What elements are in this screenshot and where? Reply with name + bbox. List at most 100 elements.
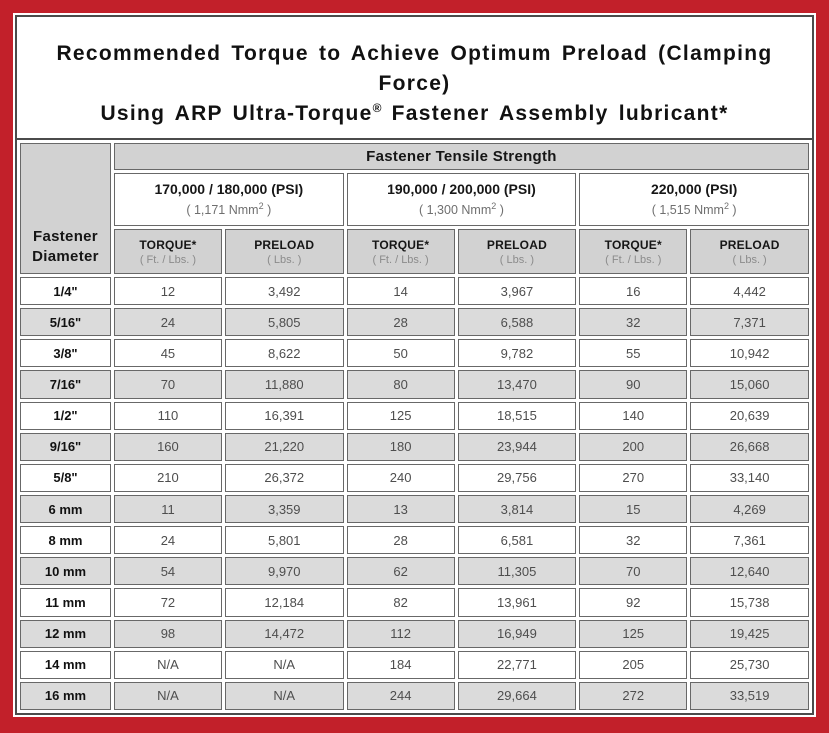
psi-value: 170,000 / 180,000 (PSI): [154, 181, 304, 198]
table-row: 16 mm N/A N/A 244 29,664 272 33,519: [20, 681, 809, 710]
nmm-value: ( 1,515 Nmm2 ): [651, 201, 737, 218]
diameter-cell: 11 mm: [20, 588, 111, 617]
tensile-header-row: Fastener Diameter Fastener Tensile Stren…: [20, 143, 809, 274]
preload-value-cell: 8,622: [224, 339, 344, 368]
table-row: 11 mm 72 12,184 82 13,961 92 15,738: [20, 588, 809, 617]
page: Recommended Torque to Achieve Optimum Pr…: [15, 15, 814, 715]
preload-value-cell: 11,305: [457, 557, 577, 586]
diameter-cell: 16 mm: [20, 681, 111, 710]
torque-value-cell: 80: [346, 370, 455, 399]
table-row: 8 mm 24 5,801 28 6,581 32 7,361: [20, 526, 809, 555]
torque-value-cell: 244: [346, 681, 455, 710]
fastener-diameter-header: Fastener Diameter: [20, 143, 111, 274]
preload-value-cell: 22,771: [457, 650, 577, 679]
preload-value-cell: 3,359: [224, 494, 344, 524]
torque-table-wrapper: Fastener Diameter Fastener Tensile Stren…: [17, 138, 812, 713]
preload-value-cell: 16,391: [224, 401, 344, 430]
preload-value-cell: 10,942: [690, 339, 809, 368]
preload-value-cell: 15,738: [690, 588, 809, 617]
torque-value-cell: N/A: [113, 681, 222, 710]
preload-value-cell: 15,060: [690, 370, 809, 399]
preload-value-cell: 3,814: [457, 494, 577, 524]
preload-value-cell: 7,361: [690, 526, 809, 555]
torque-value-cell: 200: [579, 432, 688, 461]
preload-value-cell: 6,581: [457, 526, 577, 555]
diameter-cell: 5/16": [20, 308, 111, 337]
nmm-value: ( 1,300 Nmm2 ): [419, 201, 504, 218]
torque-value-cell: 32: [579, 526, 688, 555]
preload-value-cell: 12,640: [690, 557, 809, 586]
preload-value-cell: 20,639: [690, 401, 809, 430]
diameter-cell: 10 mm: [20, 557, 111, 586]
preload-value-cell: 12,184: [224, 588, 344, 617]
torque-value-cell: 24: [113, 308, 222, 337]
table-row: 5/8" 210 26,372 240 29,756 270 33,140: [20, 463, 809, 492]
nmm-value: ( 1,171 Nmm2 ): [186, 201, 272, 218]
preload-value-cell: 23,944: [457, 432, 577, 461]
torque-value-cell: 98: [113, 619, 222, 648]
preload-value-cell: 18,515: [457, 401, 577, 430]
tensile-strength-header: Fastener Tensile Strength: [113, 143, 809, 170]
torque-value-cell: 125: [346, 401, 455, 430]
preload-value-cell: 21,220: [224, 432, 344, 461]
torque-value-cell: 45: [113, 339, 222, 368]
diameter-cell: 9/16": [20, 432, 111, 461]
preload-column-header: PRELOAD ( Lbs. ): [457, 229, 577, 274]
torque-value-cell: 210: [113, 463, 222, 492]
torque-value-cell: 55: [579, 339, 688, 368]
torque-value-cell: 12: [113, 277, 222, 306]
torque-value-cell: 70: [579, 557, 688, 586]
torque-value-cell: 160: [113, 432, 222, 461]
diameter-cell: 6 mm: [20, 494, 111, 524]
torque-value-cell: N/A: [113, 650, 222, 679]
preload-value-cell: N/A: [224, 681, 344, 710]
preload-value-cell: 13,961: [457, 588, 577, 617]
table-row: 3/8" 45 8,622 50 9,782 55 10,942: [20, 339, 809, 368]
torque-column-header: TORQUE* ( Ft. / Lbs. ): [113, 229, 222, 274]
torque-column-header: TORQUE* ( Ft. / Lbs. ): [579, 229, 688, 274]
torque-value-cell: 140: [579, 401, 688, 430]
table-row: 14 mm N/A N/A 184 22,771 205 25,730: [20, 650, 809, 679]
torque-value-cell: 15: [579, 494, 688, 524]
torque-value-cell: 72: [113, 588, 222, 617]
preload-value-cell: 9,782: [457, 339, 577, 368]
torque-table: Fastener Diameter Fastener Tensile Stren…: [17, 140, 812, 713]
diameter-cell: 1/4": [20, 277, 111, 306]
preload-value-cell: 9,970: [224, 557, 344, 586]
table-row: 1/4" 12 3,492 14 3,967 16 4,442: [20, 277, 809, 306]
preload-value-cell: 5,805: [224, 308, 344, 337]
table-row: 7/16" 70 11,880 80 13,470 90 15,060: [20, 370, 809, 399]
diameter-cell: 1/2": [20, 401, 111, 430]
torque-value-cell: 54: [113, 557, 222, 586]
diameter-cell: 8 mm: [20, 526, 111, 555]
torque-value-cell: 70: [113, 370, 222, 399]
preload-value-cell: 5,801: [224, 526, 344, 555]
torque-value-cell: 205: [579, 650, 688, 679]
preload-value-cell: 19,425: [690, 619, 809, 648]
preload-value-cell: 25,730: [690, 650, 809, 679]
torque-value-cell: 14: [346, 277, 455, 306]
psi-value: 190,000 / 200,000 (PSI): [387, 181, 536, 198]
torque-value-cell: 270: [579, 463, 688, 492]
torque-value-cell: 28: [346, 526, 455, 555]
torque-value-cell: 24: [113, 526, 222, 555]
preload-value-cell: N/A: [224, 650, 344, 679]
torque-value-cell: 110: [113, 401, 222, 430]
title-block: Recommended Torque to Achieve Optimum Pr…: [17, 17, 812, 153]
table-row: 1/2" 110 16,391 125 18,515 140 20,639: [20, 401, 809, 430]
page-frame: Recommended Torque to Achieve Optimum Pr…: [13, 13, 816, 717]
page-title: Recommended Torque to Achieve Optimum Pr…: [17, 39, 812, 128]
psi-group-190-200: 190,000 / 200,000 (PSI) ( 1,300 Nmm2 ): [346, 173, 577, 226]
diameter-cell: 5/8": [20, 463, 111, 492]
torque-value-cell: 125: [579, 619, 688, 648]
registered-mark: ®: [372, 100, 382, 115]
diameter-cell: 7/16": [20, 370, 111, 399]
preload-value-cell: 26,372: [224, 463, 344, 492]
torque-value-cell: 28: [346, 308, 455, 337]
preload-value-cell: 7,371: [690, 308, 809, 337]
torque-value-cell: 272: [579, 681, 688, 710]
psi-group-220: 220,000 (PSI) ( 1,515 Nmm2 ): [579, 173, 809, 226]
psi-value: 220,000 (PSI): [650, 181, 738, 198]
preload-value-cell: 3,492: [224, 277, 344, 306]
